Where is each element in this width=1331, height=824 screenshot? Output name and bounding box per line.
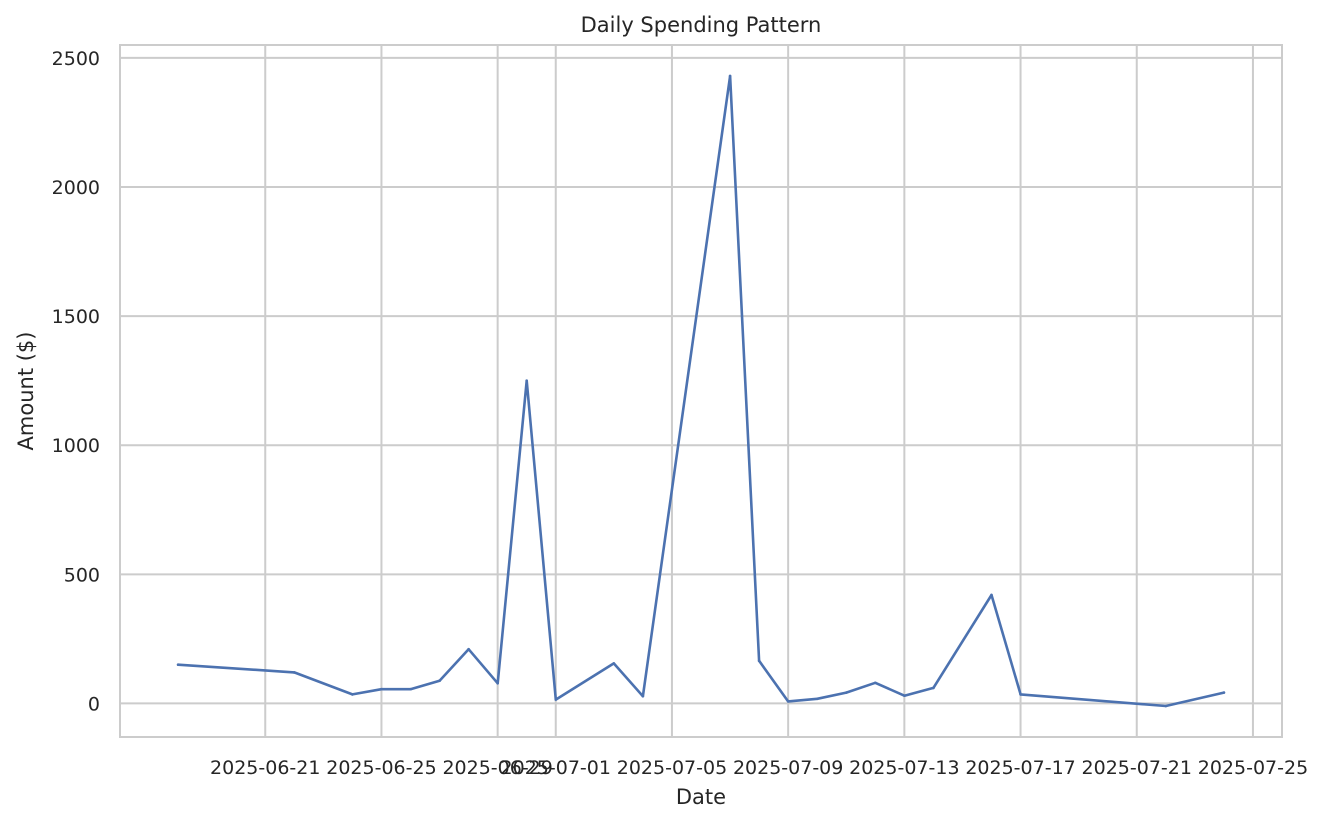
y-tick-label: 500	[64, 564, 100, 586]
x-tick-label: 2025-07-05	[617, 757, 727, 779]
x-tick-label: 2025-07-17	[965, 757, 1075, 779]
data-point	[1164, 704, 1168, 708]
data-point	[844, 691, 848, 694]
data-point	[467, 647, 470, 651]
data-point	[438, 679, 441, 683]
data-point	[525, 379, 528, 382]
data-point	[380, 687, 383, 691]
y-tick-label: 2500	[52, 48, 100, 70]
data-point	[786, 700, 790, 703]
data-point	[612, 662, 616, 665]
data-point	[990, 593, 993, 597]
data-point	[815, 697, 819, 701]
y-tick-label: 1500	[52, 306, 100, 328]
data-point	[351, 693, 354, 696]
grid-lines	[120, 45, 1282, 737]
plot-frame	[119, 44, 1283, 738]
data-point	[903, 694, 906, 697]
data-point	[1222, 691, 1226, 694]
data-point	[932, 686, 935, 690]
x-tick-label: 2025-06-25	[326, 757, 436, 779]
y-tick-labels: 0 500 1000 1500 2000 2500	[52, 48, 100, 716]
data-point	[874, 681, 877, 685]
data-point	[496, 681, 499, 685]
x-tick-label: 2025-07-09	[733, 757, 843, 779]
data-point	[641, 694, 645, 698]
x-tick-label: 2025-07-13	[849, 757, 959, 779]
x-tick-label: 2025-06-21	[210, 757, 320, 779]
y-tick-label: 0	[88, 693, 100, 715]
x-tick-label: 2025-07-21	[1082, 757, 1192, 779]
data-point	[554, 698, 558, 701]
data-point	[176, 663, 180, 667]
x-tick-label: 2025-06-29	[442, 757, 552, 779]
y-axis-label: Amount ($)	[14, 332, 38, 451]
data-point	[1019, 693, 1022, 696]
data-point	[409, 687, 412, 691]
y-tick-label: 2000	[52, 177, 100, 199]
chart-title: Daily Spending Pattern	[581, 13, 822, 37]
y-tick-label: 1000	[52, 435, 100, 457]
series-layer	[176, 74, 1226, 708]
x-tick-label: 2025-07-01	[501, 757, 611, 779]
x-axis-label: Date	[676, 785, 726, 809]
x-tick-labels: 2025-06-21 2025-06-25 2025-06-292025-07-01…	[210, 757, 1308, 779]
x-tick-label: 2025-07-25	[1198, 757, 1308, 779]
series-line	[176, 74, 1226, 708]
data-point	[728, 74, 732, 78]
data-point	[757, 659, 761, 663]
data-point	[293, 671, 296, 674]
